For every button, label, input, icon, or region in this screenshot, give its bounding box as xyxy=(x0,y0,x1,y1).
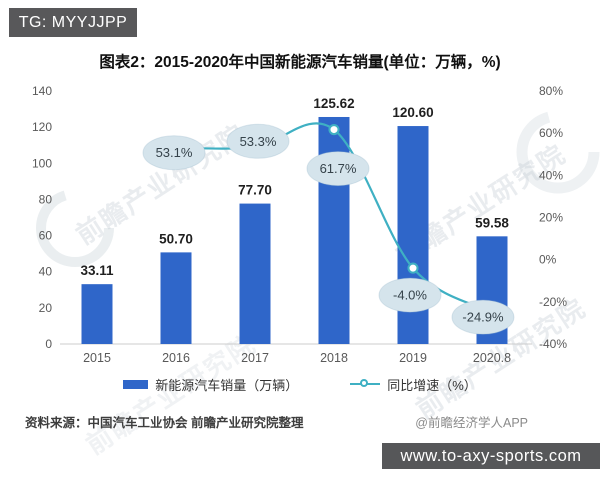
right-axis-tick: 40% xyxy=(539,168,563,182)
right-axis-tick: 80% xyxy=(539,84,563,98)
watermark-logo-icon xyxy=(36,189,114,267)
right-axis-tick: 60% xyxy=(539,126,563,140)
line-point-marker xyxy=(407,262,419,274)
growth-label-bubble xyxy=(306,151,370,187)
x-axis-label: 2017 xyxy=(241,351,269,365)
bar-2016 xyxy=(160,252,192,344)
credit-text: @前瞻经济学人APP xyxy=(415,416,528,430)
watermark-logo-icon xyxy=(516,110,600,194)
line-point-marker xyxy=(328,124,340,136)
left-axis-tick: 40 xyxy=(39,265,53,279)
right-axis-tick: -20% xyxy=(539,295,567,309)
x-axis-label: 2015 xyxy=(83,351,111,365)
bar-2018 xyxy=(318,116,350,344)
x-axis-label: 2016 xyxy=(162,351,190,365)
bar-value-label: 33.11 xyxy=(80,263,114,278)
data-source-text: 资料来源：中国汽车工业协会 前瞻产业研究院整理 xyxy=(25,416,304,430)
x-axis-label: 2019 xyxy=(399,351,427,365)
legend-label-growth: 同比增速（%） xyxy=(387,377,477,393)
bar-value-label: 77.70 xyxy=(238,183,272,198)
bar-value-label: 120.60 xyxy=(392,105,433,120)
right-axis-tick: 20% xyxy=(539,211,563,225)
growth-value-label: -24.9% xyxy=(462,310,504,325)
left-axis-tick: 60 xyxy=(39,229,53,243)
x-axis-label: 2020.8 xyxy=(473,351,511,365)
chart-title: 图表2：2015-2020年中国新能源汽车销量(单位：万辆，%) xyxy=(99,54,501,71)
growth-value-label: 61.7% xyxy=(320,161,357,176)
growth-label-bubble xyxy=(378,277,442,313)
right-axis-tick: -40% xyxy=(539,337,567,351)
bar-value-label: 50.70 xyxy=(159,231,193,246)
legend-label-sales: 新能源汽车销量（万辆） xyxy=(155,377,299,393)
bar-2015 xyxy=(81,284,113,344)
growth-label-bubble xyxy=(226,123,290,159)
growth-value-label: -4.0% xyxy=(393,288,427,303)
left-axis-tick: 20 xyxy=(39,301,53,315)
bar-series-swatch xyxy=(123,379,149,389)
left-axis-tick: 0 xyxy=(45,337,52,351)
right-axis-tick: 0% xyxy=(539,253,557,267)
x-axis-label: 2018 xyxy=(320,351,348,365)
left-axis-tick: 100 xyxy=(32,156,52,170)
legend-item-growth: 同比增速（%） xyxy=(350,375,477,394)
bar-value-label: 125.62 xyxy=(313,96,354,111)
bar-2017 xyxy=(239,203,271,344)
site-url-bar: www.to-axy-sports.com xyxy=(382,443,600,469)
growth-label-bubble xyxy=(142,135,206,171)
growth-value-label: 53.1% xyxy=(156,145,193,160)
left-axis-tick: 140 xyxy=(32,84,52,98)
growth-value-label: 53.3% xyxy=(240,134,277,149)
bar-value-label: 59.58 xyxy=(475,215,509,230)
line-series-swatch xyxy=(350,378,381,390)
channel-badge: TG: MYYJJPP xyxy=(9,8,137,37)
growth-label-bubble xyxy=(451,299,515,335)
line-marker-icon xyxy=(360,379,369,387)
left-axis-tick: 120 xyxy=(32,120,52,134)
legend-item-sales: 新能源汽车销量（万辆） xyxy=(123,375,298,394)
legend: 新能源汽车销量（万辆） 同比增速（%） xyxy=(0,374,600,394)
left-axis-tick: 80 xyxy=(39,192,53,206)
